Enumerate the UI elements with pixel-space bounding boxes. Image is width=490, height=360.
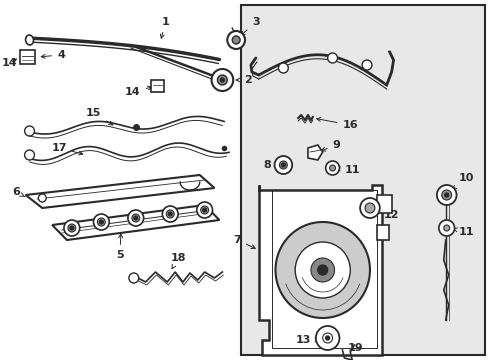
Circle shape bbox=[278, 63, 288, 73]
Circle shape bbox=[279, 161, 287, 169]
Circle shape bbox=[281, 163, 285, 167]
Circle shape bbox=[129, 273, 139, 283]
Circle shape bbox=[98, 218, 105, 226]
Circle shape bbox=[134, 216, 138, 220]
Circle shape bbox=[227, 31, 245, 49]
Circle shape bbox=[166, 210, 174, 218]
Circle shape bbox=[323, 333, 333, 343]
Text: 13: 13 bbox=[295, 335, 319, 345]
Circle shape bbox=[444, 225, 450, 231]
Text: 14: 14 bbox=[125, 86, 152, 97]
Text: 5: 5 bbox=[116, 234, 124, 260]
Circle shape bbox=[311, 258, 335, 282]
Circle shape bbox=[128, 210, 144, 226]
Circle shape bbox=[203, 208, 207, 212]
Text: 14: 14 bbox=[2, 58, 18, 68]
Circle shape bbox=[445, 193, 449, 197]
Circle shape bbox=[326, 161, 340, 175]
Circle shape bbox=[330, 165, 336, 171]
Circle shape bbox=[201, 206, 209, 214]
Bar bbox=[150, 80, 164, 92]
Text: 8: 8 bbox=[264, 160, 279, 170]
Bar bbox=[377, 195, 392, 213]
Text: 6: 6 bbox=[12, 187, 25, 197]
Text: 19: 19 bbox=[347, 343, 363, 353]
Bar bbox=[377, 225, 389, 240]
Bar bbox=[20, 50, 35, 64]
Circle shape bbox=[365, 203, 375, 213]
Text: 4: 4 bbox=[41, 50, 65, 60]
Circle shape bbox=[197, 202, 213, 218]
Circle shape bbox=[218, 75, 227, 85]
Text: 9: 9 bbox=[321, 140, 341, 151]
Circle shape bbox=[220, 78, 224, 82]
Circle shape bbox=[274, 156, 292, 174]
Circle shape bbox=[24, 150, 34, 160]
Ellipse shape bbox=[25, 35, 33, 45]
Text: 2: 2 bbox=[236, 75, 252, 85]
Circle shape bbox=[437, 185, 457, 205]
Text: 16: 16 bbox=[317, 117, 358, 130]
Circle shape bbox=[162, 206, 178, 222]
Circle shape bbox=[24, 126, 34, 136]
Circle shape bbox=[362, 60, 372, 70]
Text: 3: 3 bbox=[241, 17, 260, 35]
Circle shape bbox=[439, 220, 455, 236]
Text: 10: 10 bbox=[453, 173, 474, 189]
Circle shape bbox=[99, 220, 103, 224]
Text: 1: 1 bbox=[160, 17, 169, 38]
Circle shape bbox=[328, 53, 338, 63]
Circle shape bbox=[295, 242, 350, 298]
Circle shape bbox=[212, 69, 233, 91]
Text: 17: 17 bbox=[51, 143, 83, 155]
Circle shape bbox=[232, 36, 240, 44]
Polygon shape bbox=[259, 185, 382, 355]
Circle shape bbox=[64, 220, 80, 236]
Circle shape bbox=[326, 336, 330, 340]
Circle shape bbox=[68, 224, 76, 232]
Text: 11: 11 bbox=[453, 227, 474, 237]
Circle shape bbox=[94, 214, 109, 230]
Circle shape bbox=[132, 214, 140, 222]
Circle shape bbox=[275, 222, 370, 318]
Circle shape bbox=[316, 326, 340, 350]
Text: 12: 12 bbox=[376, 210, 399, 220]
Bar bbox=[241, 5, 485, 355]
Text: 7: 7 bbox=[233, 235, 255, 248]
Text: 18: 18 bbox=[170, 253, 186, 269]
Circle shape bbox=[70, 226, 74, 230]
Circle shape bbox=[442, 190, 452, 200]
Circle shape bbox=[168, 212, 172, 216]
Circle shape bbox=[360, 198, 380, 218]
Polygon shape bbox=[308, 145, 323, 160]
Circle shape bbox=[318, 265, 328, 275]
Circle shape bbox=[38, 194, 46, 202]
Text: 15: 15 bbox=[86, 108, 113, 125]
Polygon shape bbox=[25, 175, 215, 208]
Polygon shape bbox=[52, 205, 220, 240]
Text: 11: 11 bbox=[337, 165, 360, 175]
